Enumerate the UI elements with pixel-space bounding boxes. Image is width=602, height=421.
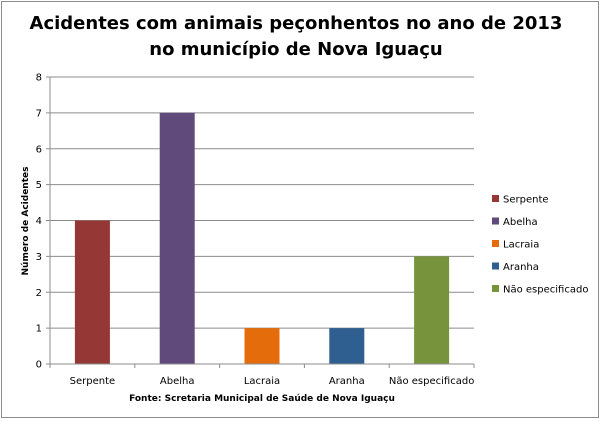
bar-1 (74, 220, 110, 364)
legend-label-1: Serpente (503, 195, 549, 206)
legend-swatch-2 (492, 217, 499, 225)
y-tick-label: 8 (36, 73, 42, 84)
y-tick-label: 2 (36, 288, 42, 299)
x-tick-labels: Serpente Abelha Lacraia Aranha Não especific… (70, 376, 475, 387)
x-tick-label: Não especificado (389, 376, 474, 387)
y-tick-label: 1 (36, 324, 42, 335)
x-tick-label: Abelha (160, 376, 195, 387)
legend-label-3: Lacraia (503, 240, 539, 251)
gridlines (46, 76, 474, 365)
y-tick-label: 3 (36, 252, 42, 263)
y-tick-label: 5 (36, 180, 42, 191)
bars (49, 112, 475, 368)
x-tick-label: Serpente (70, 376, 116, 387)
bar-5 (414, 256, 450, 364)
y-tick-label: 7 (36, 108, 42, 119)
legend-swatch-3 (492, 240, 499, 247)
y-tick-label: 6 (36, 144, 42, 155)
legend-swatch-1 (492, 195, 499, 202)
x-axis-title: Fonte: Scretaria Municipal de Saúde de N… (129, 394, 395, 404)
x-tick-label: Lacraia (244, 376, 280, 387)
legend-label-2: Abelha (503, 217, 538, 228)
legend-label-4: Aranha (503, 262, 539, 273)
bar-3 (244, 328, 280, 364)
legend-swatch-4 (492, 262, 499, 270)
legend-label-5: Não especificado (503, 285, 588, 296)
axes (49, 77, 474, 365)
chart-title-line-1: Acidentes com animais peçonhentos no ano… (30, 13, 563, 34)
legend: Serpente Abelha Lacraia Aranha Não especific… (492, 195, 588, 296)
y-axis-title: Número de Acidentes (21, 167, 31, 276)
legend-swatch-5 (492, 285, 499, 292)
chart-title-line-2: no município de Nova Iguaçu (149, 39, 443, 60)
x-tick-label: Aranha (329, 376, 365, 387)
y-tick-label: 0 (36, 360, 42, 371)
bar-2 (159, 112, 195, 364)
y-tick-labels: 0 1 2 3 4 5 6 7 8 (36, 73, 42, 371)
y-tick-label: 4 (36, 216, 42, 227)
bar-4 (329, 328, 365, 364)
